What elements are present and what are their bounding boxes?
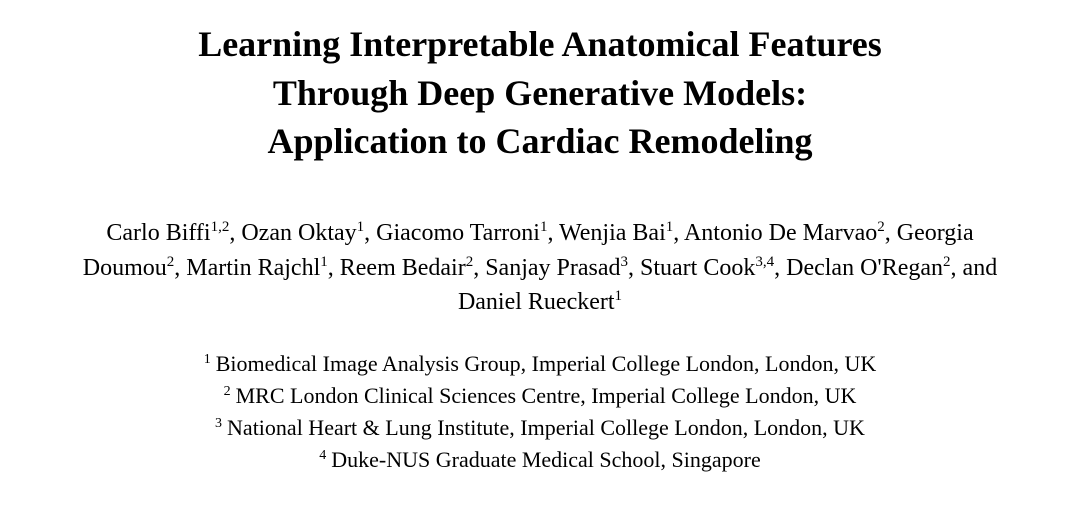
author-name: Antonio De Marvao	[684, 220, 877, 246]
title-line-1: Learning Interpretable Anatomical Featur…	[198, 24, 882, 64]
author-affil: 1	[320, 254, 328, 270]
author-list: Carlo Biffi1,2, Ozan Oktay1, Giacomo Tar…	[60, 216, 1020, 320]
author: Sanjay Prasad3,	[485, 255, 640, 281]
author-name: Reem Bedair	[340, 255, 466, 281]
author-affil: 1	[615, 288, 623, 304]
author-sep: ,	[473, 255, 485, 281]
author-sep: ,	[673, 220, 684, 246]
author-name: Ozan Oktay	[241, 220, 356, 246]
affiliation: 2 MRC London Clinical Sciences Centre, Im…	[204, 380, 876, 412]
author-name: Martin Rajchl	[186, 255, 320, 281]
affiliation-num: 1	[204, 352, 211, 367]
affiliation-num: 3	[215, 416, 222, 431]
author-name: Sanjay Prasad	[485, 255, 620, 281]
affiliation-text: MRC London Clinical Sciences Centre, Imp…	[236, 383, 857, 408]
author-sep: ,	[547, 220, 559, 246]
author: Stuart Cook3,4,	[640, 255, 786, 281]
affiliation-list: 1 Biomedical Image Analysis Group, Imperi…	[204, 348, 876, 476]
author-name: Giacomo Tarroni	[376, 220, 540, 246]
paper-title: Learning Interpretable Anatomical Featur…	[198, 20, 882, 166]
title-line-3: Application to Cardiac Remodeling	[267, 121, 812, 161]
author-name: Wenjia Bai	[559, 220, 666, 246]
author: Declan O'Regan2, and	[786, 255, 997, 281]
author-affil: 3	[621, 254, 629, 270]
affiliation: 1 Biomedical Image Analysis Group, Imperi…	[204, 348, 876, 380]
affiliation: 4 Duke-NUS Graduate Medical School, Singa…	[204, 444, 876, 476]
author-name: Stuart Cook	[640, 255, 755, 281]
author-sep: , and	[951, 255, 998, 281]
affiliation: 3 National Heart & Lung Institute, Imperi…	[204, 412, 876, 444]
author-affil: 1,2	[211, 219, 230, 235]
author-sep: ,	[885, 220, 897, 246]
affiliation-num: 2	[224, 384, 231, 399]
affiliation-text: National Heart & Lung Institute, Imperia…	[227, 415, 865, 440]
author: Reem Bedair2,	[340, 255, 485, 281]
author-sep: ,	[364, 220, 376, 246]
author-name: Daniel Rueckert	[458, 289, 615, 315]
author: Wenjia Bai1,	[559, 220, 684, 246]
author-sep: ,	[229, 220, 241, 246]
author-affil: 2	[877, 219, 885, 235]
author-affil: 3,4	[755, 254, 774, 270]
author: Ozan Oktay1,	[241, 220, 376, 246]
affiliation-text: Duke-NUS Graduate Medical School, Singap…	[331, 447, 761, 472]
author-name: Declan O'Regan	[786, 255, 943, 281]
author: Daniel Rueckert1	[458, 289, 622, 315]
author: Giacomo Tarroni1,	[376, 220, 559, 246]
author-name: Carlo Biffi	[106, 220, 210, 246]
affiliation-text: Biomedical Image Analysis Group, Imperia…	[216, 351, 876, 376]
author-affil: 2	[943, 254, 951, 270]
author: Martin Rajchl1,	[186, 255, 339, 281]
affiliation-num: 4	[319, 448, 326, 463]
author-sep: ,	[628, 255, 640, 281]
author: Carlo Biffi1,2,	[106, 220, 241, 246]
author: Antonio De Marvao2,	[684, 220, 897, 246]
author-sep: ,	[774, 255, 786, 281]
author-sep: ,	[174, 255, 186, 281]
title-line-2: Through Deep Generative Models:	[273, 73, 807, 113]
author-sep: ,	[328, 255, 340, 281]
